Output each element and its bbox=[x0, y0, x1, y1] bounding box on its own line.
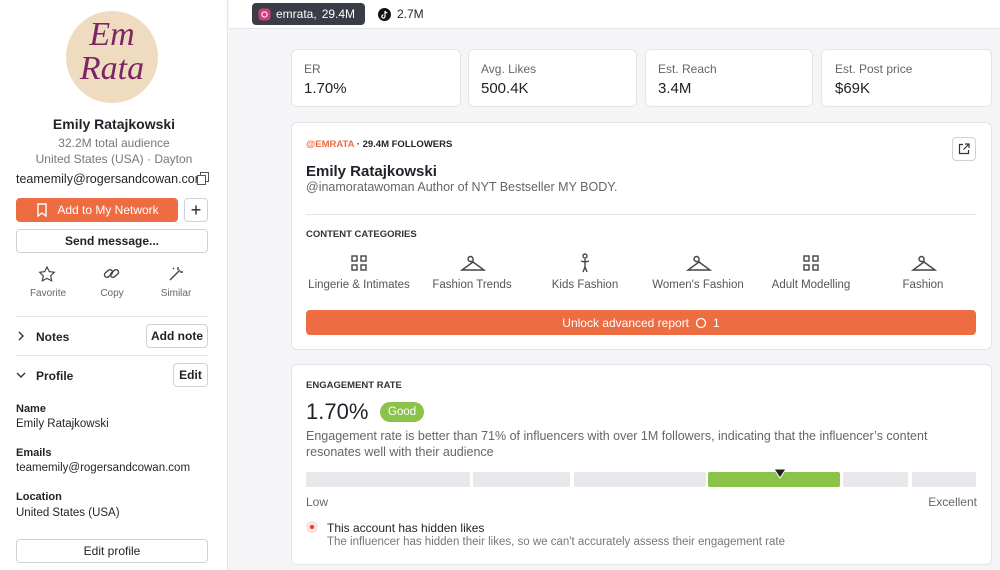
location: United States (USA) · Dayton bbox=[35, 152, 193, 166]
rating-badge: Good bbox=[380, 402, 425, 422]
stat-label: ER bbox=[304, 62, 321, 76]
section-title[interactable]: Profile bbox=[36, 369, 74, 383]
external-link-button[interactable] bbox=[952, 137, 976, 161]
divider bbox=[306, 214, 976, 215]
profile-name: Emily Ratajkowski bbox=[52, 116, 176, 132]
unlock-count: 1 bbox=[713, 315, 720, 330]
tiktok-icon bbox=[378, 7, 391, 21]
stat-card: Est. Post price $69K bbox=[821, 49, 992, 107]
scale-segment bbox=[306, 472, 470, 487]
category-label: Lingerie & Intimates bbox=[308, 279, 410, 291]
field-value: United States (USA) bbox=[16, 507, 120, 519]
audience: 32.2M total audience bbox=[58, 136, 170, 150]
copy-icon[interactable] bbox=[197, 172, 209, 185]
field-label: Location bbox=[16, 491, 62, 503]
avatar-line: Em bbox=[89, 16, 135, 53]
avatar bbox=[66, 11, 158, 103]
account-name: Emily Ratajkowski bbox=[306, 163, 437, 180]
notice-icon bbox=[306, 521, 318, 533]
scale-segment-active bbox=[708, 472, 840, 487]
email: teamemily@rogersandcowan.com bbox=[16, 172, 206, 186]
category-label: Fashion bbox=[902, 279, 944, 291]
edit-button[interactable]: Edit bbox=[173, 363, 208, 387]
scale-marker bbox=[773, 469, 787, 479]
tab-handle: emrata, bbox=[276, 7, 317, 21]
send-message-button[interactable]: Send message... bbox=[16, 229, 208, 253]
divider bbox=[16, 316, 208, 317]
plus-button[interactable]: + bbox=[184, 198, 208, 222]
stat-value: 500.4K bbox=[481, 80, 529, 97]
scale-segment bbox=[912, 472, 976, 487]
field-label: Emails bbox=[16, 447, 52, 459]
engagement-description: Engagement rate is better than 71% of in… bbox=[306, 429, 928, 459]
credit-icon bbox=[695, 317, 707, 328]
action-icons bbox=[38, 265, 183, 282]
field-label: Name bbox=[16, 403, 46, 415]
scale-low: Low bbox=[306, 495, 329, 509]
account-header: @EMRATA · 29.4M FOLLOWERS bbox=[306, 139, 452, 150]
add-network-button[interactable]: Add to My Network bbox=[16, 198, 178, 222]
scale-segment bbox=[473, 472, 570, 487]
stat-label: Avg. Likes bbox=[481, 62, 537, 76]
external-icon bbox=[958, 143, 970, 155]
stat-card: Est. Reach 3.4M bbox=[645, 49, 813, 107]
tab-followers: 2.7M bbox=[397, 7, 424, 21]
scale-high: Excellent bbox=[928, 495, 977, 509]
stat-value: 3.4M bbox=[658, 80, 692, 97]
tab-tiktok[interactable]: 2.7M bbox=[378, 3, 424, 25]
chevron bbox=[16, 372, 26, 378]
button-label: Add to My Network bbox=[57, 203, 159, 217]
account-bio: @inamoratawoman Author of NYT Bestseller… bbox=[306, 180, 618, 194]
scale-segment bbox=[843, 472, 908, 487]
stat-value: 1.70% bbox=[304, 80, 347, 97]
avatar-line: Rata bbox=[79, 50, 145, 87]
stat-value: $69K bbox=[835, 80, 871, 97]
instagram-icon bbox=[258, 8, 271, 20]
tab-instagram[interactable]: emrata, 29.4M bbox=[252, 3, 365, 25]
field-value: Emily Ratajkowski bbox=[16, 418, 109, 430]
tab-followers: 29.4M bbox=[321, 7, 356, 21]
account-followers: · 29.4M FOLLOWERS bbox=[356, 139, 453, 150]
add-note-button[interactable]: Add note bbox=[146, 324, 208, 348]
account-handle: @EMRATA bbox=[306, 139, 355, 150]
section-title: ENGAGEMENT RATE bbox=[306, 380, 402, 391]
category-icons bbox=[351, 253, 938, 273]
section-title: CONTENT CATEGORIES bbox=[306, 229, 417, 240]
engagement-value: 1.70% bbox=[306, 399, 369, 424]
edit-profile-button[interactable]: Edit profile bbox=[16, 539, 208, 563]
notice-text: The influencer has hidden their likes, s… bbox=[327, 536, 785, 548]
chevron bbox=[18, 331, 24, 341]
category-label: Adult Modelling bbox=[771, 279, 851, 291]
category-label: Fashion Trends bbox=[432, 279, 512, 291]
button-label: Unlock advanced report bbox=[562, 315, 690, 330]
bookmark-icon bbox=[37, 203, 48, 217]
category-label: Kids Fashion bbox=[551, 279, 619, 291]
stat-card: ER 1.70% bbox=[291, 49, 461, 107]
action-label[interactable]: Favorite bbox=[29, 288, 67, 299]
notice-title: This account has hidden likes bbox=[327, 521, 485, 535]
scale-segment bbox=[574, 472, 706, 487]
stat-card: Avg. Likes 500.4K bbox=[468, 49, 637, 107]
stat-label: Est. Post price bbox=[835, 62, 913, 76]
field-value: teamemily@rogersandcowan.com bbox=[16, 462, 191, 474]
divider bbox=[16, 355, 208, 356]
engagement-card bbox=[291, 364, 992, 565]
action-label[interactable]: Similar bbox=[160, 288, 192, 299]
section-title[interactable]: Notes bbox=[36, 330, 70, 344]
unlock-button[interactable]: Unlock advanced report 1 bbox=[306, 310, 976, 335]
action-label[interactable]: Copy bbox=[100, 288, 124, 299]
category-label: Women's Fashion bbox=[652, 279, 744, 291]
avatar-text: Em Rata bbox=[66, 18, 158, 86]
stat-label: Est. Reach bbox=[658, 62, 717, 76]
